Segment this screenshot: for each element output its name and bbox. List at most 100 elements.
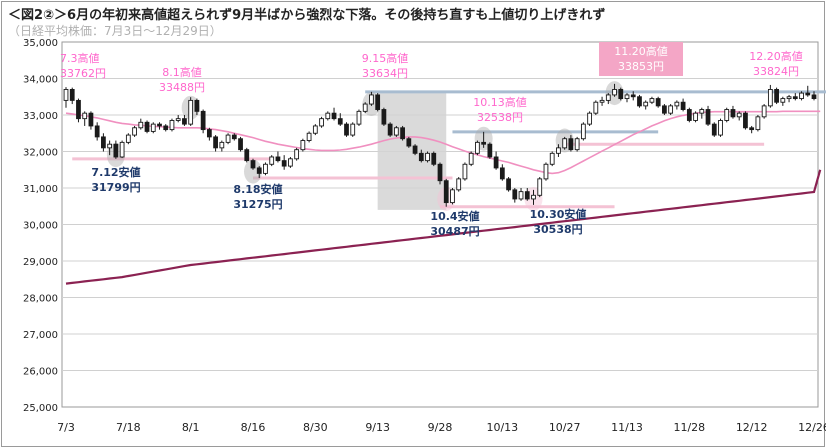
candle [375, 93, 381, 112]
annotation-value: 30487円 [430, 225, 479, 238]
candle [306, 131, 312, 143]
y-tick-label: 26,000 [23, 367, 58, 378]
candle [593, 100, 599, 115]
candle-body [718, 120, 723, 136]
candle-body [107, 143, 113, 149]
high-annotation: 10.13高値 32538円 [473, 95, 527, 124]
candle [157, 122, 162, 130]
candle [369, 91, 374, 106]
candle [238, 136, 243, 152]
candle [686, 107, 692, 123]
candle-body [543, 163, 549, 180]
candle [774, 87, 779, 105]
candle [637, 94, 642, 108]
candle-body [711, 123, 717, 136]
x-tick-label: 12/26 [798, 421, 826, 434]
candle-body [499, 167, 505, 180]
candle [786, 94, 792, 103]
candle [132, 125, 137, 137]
candle [749, 125, 755, 134]
candle [431, 151, 437, 167]
candle-body [506, 178, 511, 191]
candle [456, 177, 462, 192]
candle-body [225, 134, 231, 143]
candle [200, 109, 206, 134]
candle [88, 111, 94, 130]
candle-body [132, 127, 137, 136]
candle [649, 96, 655, 105]
candle-body [487, 143, 493, 158]
candle [350, 122, 356, 137]
high-annotation: 12.20高値 33824円 [749, 49, 803, 78]
candle-body [699, 109, 705, 114]
candle [163, 124, 169, 132]
candle-body [94, 125, 100, 138]
candle-body [138, 121, 144, 129]
candle [699, 107, 705, 119]
candle-body [649, 98, 655, 103]
candle [76, 98, 81, 123]
candle [400, 125, 405, 141]
candle-body [724, 109, 730, 121]
candle-body [182, 118, 187, 125]
candle-body [294, 149, 300, 160]
annotation-date: 10.30安値 [530, 207, 587, 221]
candle-body [481, 141, 487, 145]
candle-body [288, 158, 293, 167]
candle-body [443, 180, 449, 204]
candle-body [325, 112, 331, 120]
candle [531, 189, 536, 205]
candle-body [387, 123, 393, 136]
candle-body [412, 145, 418, 154]
candle [767, 84, 773, 108]
annotation-date: 10.13高値 [473, 95, 527, 109]
candle-body [755, 116, 761, 131]
candle [506, 177, 511, 192]
candle-body [680, 101, 686, 110]
candle-body [612, 88, 617, 96]
candle-body [805, 92, 811, 96]
candle-body [350, 123, 356, 136]
candle-body [63, 88, 69, 101]
candle-body [475, 141, 480, 154]
candle-body [512, 189, 518, 200]
candle [406, 136, 412, 148]
candle [655, 96, 661, 108]
candle-body [331, 112, 337, 120]
annotation-date: 7.12安値 [91, 165, 140, 179]
candle [799, 91, 804, 101]
x-tick-label: 8/16 [241, 421, 266, 434]
candle-body [431, 152, 437, 165]
candle-body [306, 132, 312, 142]
candle [225, 133, 231, 145]
x-tick-label: 8/1 [182, 421, 200, 434]
high-annotation: 9.15高値 33634円 [362, 51, 409, 80]
candle-body [493, 156, 499, 169]
candle-body [113, 143, 119, 158]
low-annotation: 10.30安値 30538円 [530, 207, 587, 236]
candle [668, 104, 674, 115]
candle-body [381, 109, 387, 125]
candle-body [437, 163, 443, 182]
candle-body [194, 99, 200, 112]
annotation-value: 31275円 [233, 198, 282, 211]
candle [206, 127, 212, 141]
candle-body [344, 123, 349, 136]
candle-body [200, 110, 206, 131]
candle [761, 104, 767, 119]
candle [300, 138, 306, 152]
x-tick-label: 12/12 [736, 421, 768, 434]
candle-body [88, 112, 94, 127]
candle-body [811, 94, 817, 100]
y-tick-label: 31,000 [23, 184, 58, 195]
candle [562, 136, 568, 150]
candle [256, 166, 262, 178]
y-tick-label: 32,000 [23, 148, 58, 159]
candle [188, 97, 194, 126]
candle [263, 162, 268, 176]
candle-body [456, 178, 462, 191]
annotation-value: 33824円 [753, 65, 799, 78]
candle [69, 87, 75, 105]
candle-body [144, 121, 150, 132]
